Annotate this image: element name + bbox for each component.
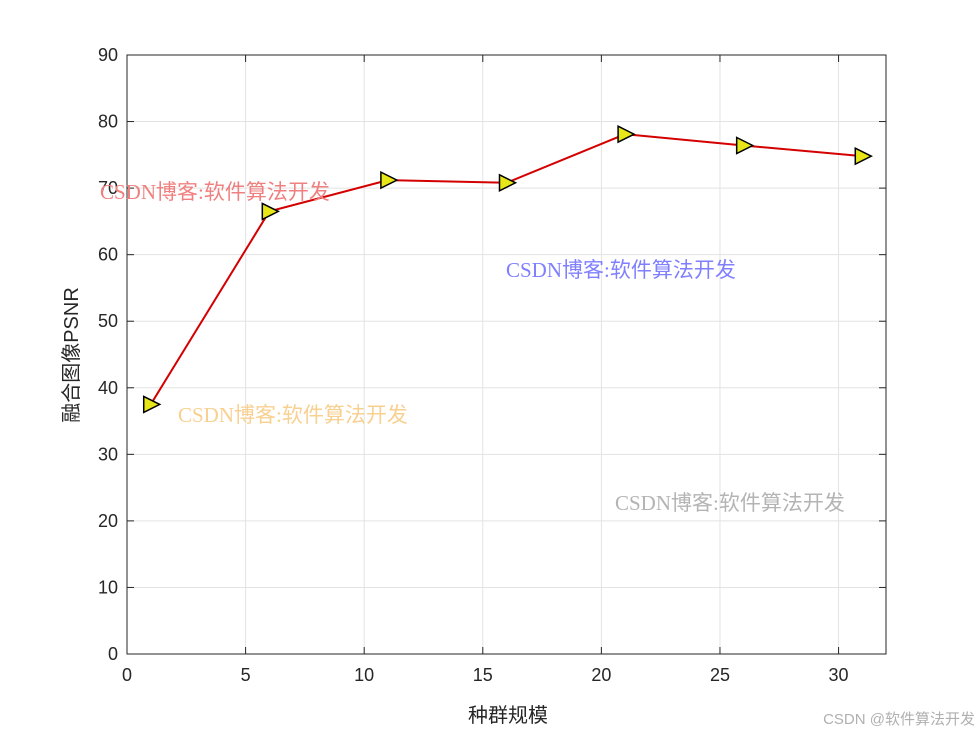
y-tick-label: 90	[98, 45, 118, 65]
marker	[617, 124, 636, 144]
marker	[380, 170, 399, 190]
x-tick-label: 10	[354, 665, 374, 685]
x-tick-label: 0	[122, 665, 132, 685]
y-tick-label: 30	[98, 444, 118, 464]
x-tick-label: 20	[591, 665, 611, 685]
watermark: CSDN博客:软件算法开发	[506, 258, 736, 282]
marker	[854, 146, 873, 166]
y-tick-label: 80	[98, 112, 118, 132]
y-tick-label: 70	[98, 178, 118, 198]
y-tick-label: 50	[98, 311, 118, 331]
plot-frame	[126, 54, 887, 655]
x-tick-label: 25	[710, 665, 730, 685]
footer: CSDN @软件算法开发	[823, 710, 975, 728]
y-tick-label: 60	[98, 245, 118, 265]
y-tick-label: 40	[98, 378, 118, 398]
marker	[735, 136, 755, 155]
watermark: CSDN博客:软件算法开发	[100, 180, 330, 204]
x-axis-label: 种群规模	[468, 704, 548, 727]
y-tick-label: 10	[98, 577, 118, 597]
y-tick-label: 0	[108, 644, 118, 664]
x-tick-label: 5	[241, 665, 251, 685]
y-tick-label: 20	[98, 511, 118, 531]
x-tick-label: 15	[473, 665, 493, 685]
marker	[498, 173, 518, 193]
marker	[142, 395, 162, 414]
watermark: CSDN博客:软件算法开发	[178, 403, 408, 427]
watermark: CSDN博客:软件算法开发	[615, 491, 845, 515]
marker	[261, 202, 280, 221]
x-tick-label: 30	[829, 665, 849, 685]
y-axis-label: 融合图像PSNR	[60, 287, 83, 423]
